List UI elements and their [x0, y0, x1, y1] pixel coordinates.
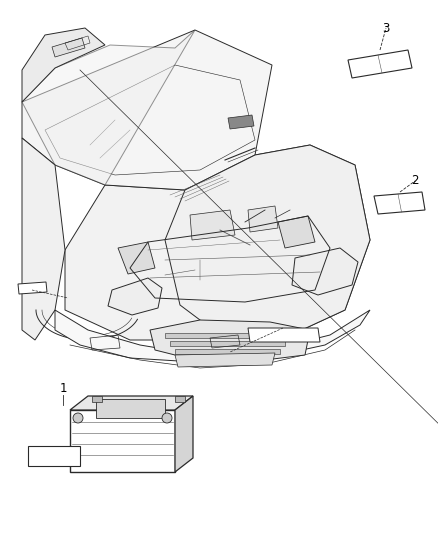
Text: 1: 1 [59, 382, 67, 394]
Polygon shape [92, 396, 102, 402]
Polygon shape [22, 138, 65, 340]
Polygon shape [18, 282, 47, 294]
Polygon shape [278, 216, 315, 248]
Text: 3: 3 [382, 21, 390, 35]
Polygon shape [175, 353, 275, 367]
Polygon shape [348, 50, 412, 78]
Circle shape [162, 413, 172, 423]
Polygon shape [65, 145, 370, 340]
Polygon shape [248, 206, 278, 232]
Polygon shape [96, 399, 165, 418]
Polygon shape [55, 310, 370, 362]
Text: 2: 2 [411, 174, 419, 188]
Polygon shape [292, 248, 358, 295]
Polygon shape [28, 446, 80, 466]
Circle shape [73, 413, 83, 423]
Polygon shape [374, 192, 425, 214]
Polygon shape [22, 30, 195, 185]
Polygon shape [248, 328, 320, 342]
Polygon shape [118, 242, 155, 274]
Polygon shape [165, 333, 290, 338]
Polygon shape [70, 410, 175, 472]
Polygon shape [190, 210, 235, 240]
Polygon shape [22, 30, 272, 190]
Polygon shape [165, 145, 370, 340]
Polygon shape [108, 278, 162, 315]
Polygon shape [170, 341, 285, 346]
Polygon shape [175, 349, 280, 354]
Polygon shape [175, 396, 185, 402]
Polygon shape [70, 396, 193, 410]
Polygon shape [22, 28, 105, 102]
Polygon shape [52, 38, 85, 57]
Polygon shape [228, 115, 254, 129]
Polygon shape [175, 396, 193, 472]
Polygon shape [150, 320, 310, 360]
